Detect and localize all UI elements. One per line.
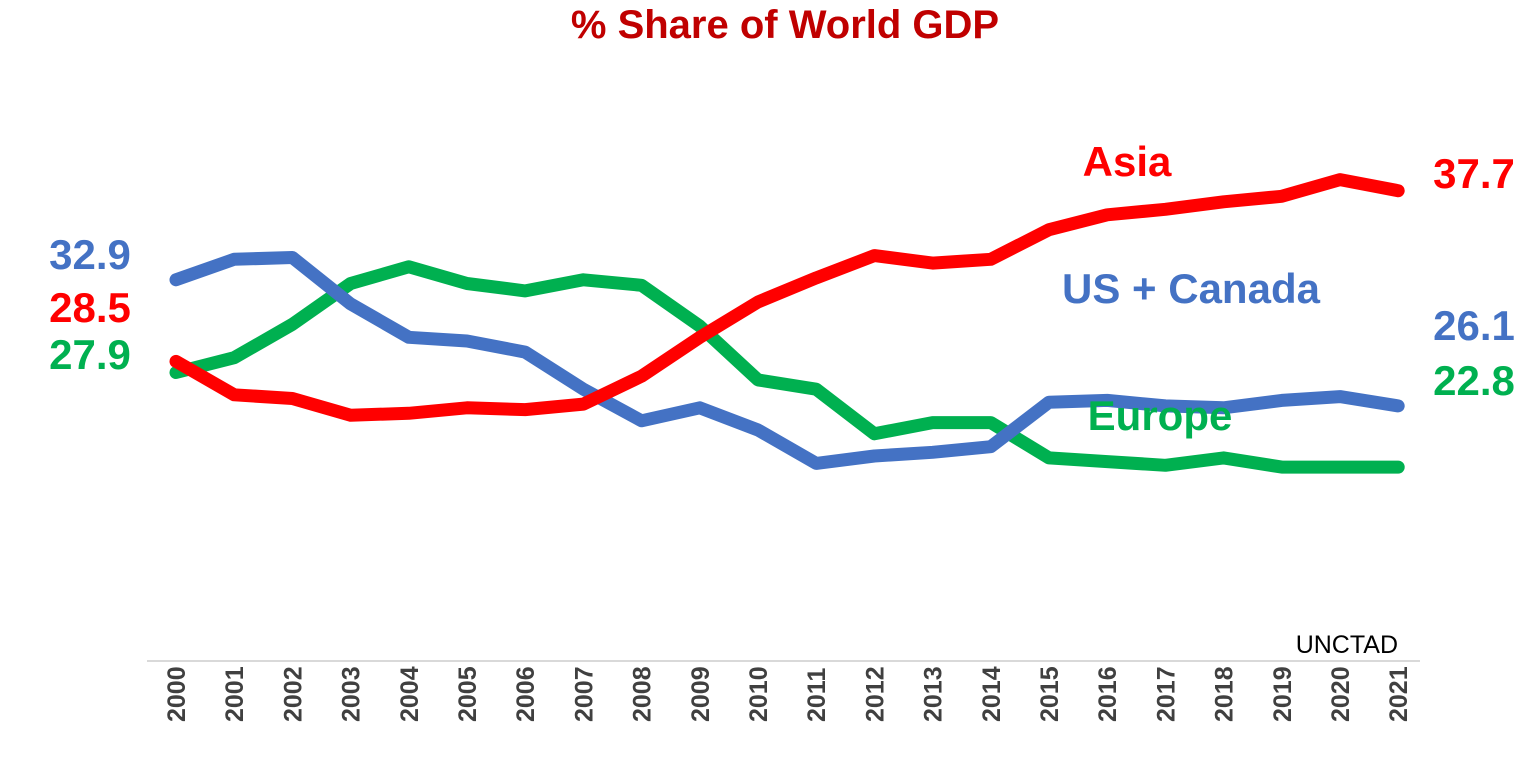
x-tick-2018: 2018 [1211,666,1239,722]
x-tick-2003: 2003 [338,666,366,722]
x-axis-ticks: 2000 2001 2002 2003 2004 2005 2006 2007 2008 2009… [163,666,1413,722]
start-value-us-canada: 32.9 [49,231,131,278]
x-tick-2001: 2001 [221,666,249,722]
end-value-us-canada: 26.1 [1433,302,1515,349]
x-tick-2019: 2019 [1269,666,1297,722]
end-value-europe: 22.8 [1433,357,1515,404]
x-tick-2016: 2016 [1094,666,1122,722]
x-tick-2017: 2017 [1152,666,1180,722]
x-tick-2014: 2014 [978,666,1006,722]
series-lines [169,173,1405,474]
x-tick-2012: 2012 [861,666,889,722]
x-tick-2015: 2015 [1036,666,1064,722]
series-line-us-canada [169,251,1405,470]
start-value-asia: 28.5 [49,284,131,331]
x-tick-2011: 2011 [803,668,831,722]
x-tick-2009: 2009 [687,666,715,722]
x-tick-2013: 2013 [920,666,948,722]
x-tick-2021: 2021 [1385,666,1413,722]
x-tick-2010: 2010 [745,666,773,722]
x-tick-2002: 2002 [279,666,307,722]
source-label: UNCTAD [1296,631,1398,659]
x-tick-2007: 2007 [570,666,598,722]
start-value-europe: 27.9 [49,331,131,378]
end-value-asia: 37.7 [1433,150,1515,197]
series-line-asia [169,173,1405,422]
series-label-europe: Europe [1088,392,1233,439]
x-tick-2004: 2004 [396,666,424,722]
x-tick-2000: 2000 [163,666,191,722]
series-label-us-canada: US + Canada [1062,265,1321,312]
x-tick-2006: 2006 [512,666,540,722]
x-tick-2008: 2008 [629,666,657,722]
x-tick-2005: 2005 [454,666,482,722]
chart-title: % Share of World GDP [571,3,999,47]
x-tick-2020: 2020 [1327,666,1355,722]
series-label-asia: Asia [1083,138,1172,185]
series-line-europe [169,260,1405,474]
